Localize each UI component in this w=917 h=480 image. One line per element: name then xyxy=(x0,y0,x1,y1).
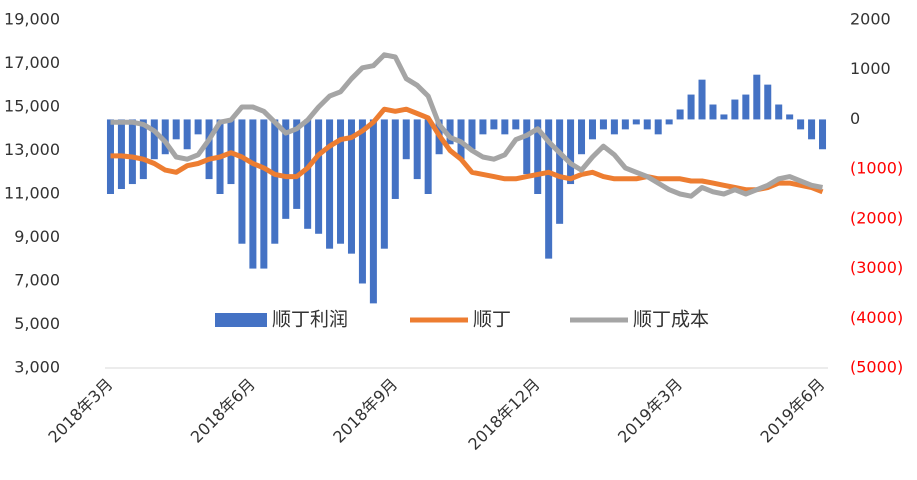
y2-tick-label: (2000) xyxy=(850,208,903,227)
bar xyxy=(676,109,684,120)
bar xyxy=(764,84,772,120)
y2-tick-label: 0 xyxy=(850,109,860,128)
bar xyxy=(654,119,662,135)
x-tick-label: 2018年6月 xyxy=(187,375,259,447)
bar xyxy=(424,119,432,194)
x-tick-label: 2019年6月 xyxy=(756,375,828,447)
x-tick-label: 2019年3月 xyxy=(614,375,686,447)
line xyxy=(110,106,824,195)
bar xyxy=(391,119,399,199)
y-tick-label: 11,000 xyxy=(4,184,60,203)
bar xyxy=(797,119,805,130)
bar xyxy=(172,119,180,140)
bar xyxy=(731,99,739,120)
bar xyxy=(567,119,575,185)
y2-tick-label: (1000) xyxy=(850,159,903,178)
bar xyxy=(610,119,618,135)
y2-tick-label: (5000) xyxy=(850,358,903,377)
x-tick-label: 2018年3月 xyxy=(44,375,116,447)
y-tick-label: 13,000 xyxy=(4,140,60,159)
bar xyxy=(282,119,290,219)
bar xyxy=(337,119,345,244)
bar xyxy=(709,104,717,120)
bar xyxy=(621,119,629,130)
y2-tick-label: 1000 xyxy=(850,59,891,78)
bar xyxy=(545,119,553,259)
y2-tick-label: 2000 xyxy=(850,10,891,29)
bar xyxy=(293,119,301,209)
y2-tick-label: (3000) xyxy=(850,258,903,277)
bar xyxy=(304,119,312,229)
bar xyxy=(326,119,334,249)
bar xyxy=(501,119,509,135)
bar xyxy=(786,114,794,120)
bar xyxy=(523,119,531,175)
bar xyxy=(468,119,476,150)
bar xyxy=(161,119,169,155)
bar xyxy=(315,119,323,234)
bar xyxy=(742,94,750,120)
bar xyxy=(402,119,410,160)
bar xyxy=(249,119,257,269)
y-tick-label: 9,000 xyxy=(14,227,60,246)
bar xyxy=(150,119,158,160)
bar xyxy=(819,119,827,150)
bar xyxy=(665,119,673,125)
x-tick-label: 2018年12月 xyxy=(464,375,543,454)
legend-label: 顺丁 xyxy=(473,309,511,331)
bar xyxy=(446,119,454,145)
bar xyxy=(512,119,520,130)
legend-label: 顺丁利润 xyxy=(272,309,348,331)
bar xyxy=(687,94,695,120)
y-tick-label: 3,000 xyxy=(14,358,60,377)
y-tick-label: 19,000 xyxy=(4,10,60,29)
bar xyxy=(358,119,366,284)
bar xyxy=(479,119,487,135)
bar xyxy=(599,119,607,130)
bar xyxy=(128,119,136,185)
bar xyxy=(271,119,279,244)
bar xyxy=(578,119,586,155)
bar xyxy=(183,119,191,150)
bar xyxy=(808,119,816,140)
y-tick-label: 17,000 xyxy=(4,53,60,72)
bar xyxy=(238,119,246,244)
y-tick-label: 5,000 xyxy=(14,314,60,333)
bar xyxy=(139,119,147,180)
line xyxy=(110,52,823,199)
legend-label: 顺丁成本 xyxy=(633,309,709,331)
y-tick-label: 7,000 xyxy=(14,271,60,290)
y2-tick-label: (4000) xyxy=(850,308,903,327)
y-tick-label: 15,000 xyxy=(4,97,60,116)
bar xyxy=(106,119,114,194)
bar xyxy=(205,119,213,180)
bar xyxy=(260,119,268,269)
bar xyxy=(753,74,761,120)
bar xyxy=(698,79,706,120)
bar xyxy=(380,119,388,249)
x-tick-label: 2018年9月 xyxy=(329,375,401,447)
bar xyxy=(369,119,377,304)
bar xyxy=(556,119,564,224)
bar xyxy=(490,119,498,130)
bar xyxy=(534,119,542,194)
bar xyxy=(775,104,783,120)
bar xyxy=(194,119,202,135)
bar xyxy=(643,119,651,130)
bar xyxy=(413,119,421,180)
legend-swatch xyxy=(215,313,267,327)
bar xyxy=(632,119,640,125)
bar xyxy=(347,119,355,254)
bar xyxy=(720,114,728,120)
bar xyxy=(588,119,596,140)
